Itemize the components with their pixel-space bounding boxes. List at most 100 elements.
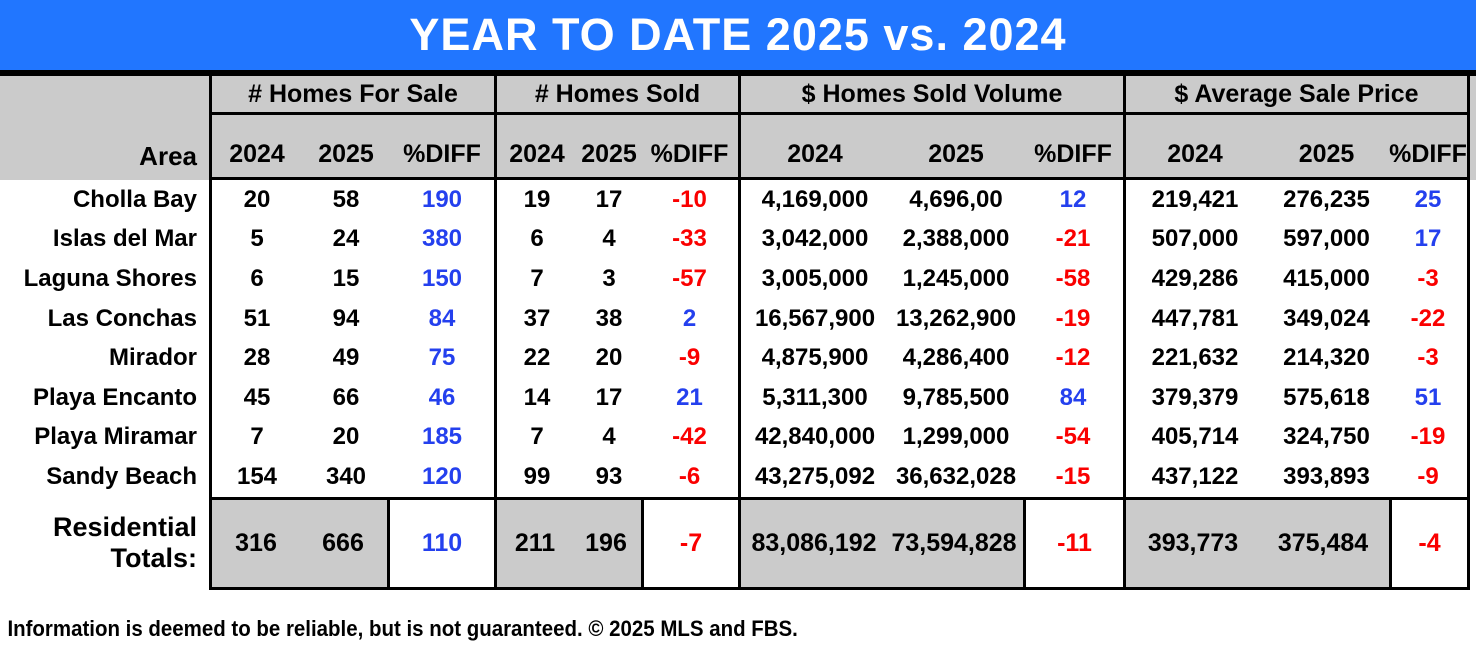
- homes-sold-cells: 99 93 -6: [494, 457, 738, 497]
- hfs-diff-value: 190: [421, 185, 463, 213]
- sold-volume-cells: 4,169,000 4,696,00 12: [738, 180, 1123, 220]
- table-header: Area # Homes For Sale 2024 2025 %DIFF # …: [0, 76, 1476, 180]
- homes-sold-cells: 37 38 2: [494, 298, 738, 339]
- totals-hs-diff-box: -7: [641, 496, 738, 590]
- avg-2025-value: 575,618: [1283, 383, 1370, 411]
- totals-hs-years-box: 211 196: [494, 496, 641, 590]
- totals-row: Residential Totals: 316 666 110 211 196 …: [0, 496, 1476, 590]
- avg-price-cells: 429,286 415,000 -3: [1123, 259, 1470, 299]
- vol-2024-value: 42,840,000: [754, 423, 876, 451]
- homes-for-sale-cells: 154 340 120: [209, 457, 494, 497]
- group-label-homes-for-sale: # Homes For Sale: [212, 76, 494, 115]
- group-label-homes-sold: # Homes Sold: [497, 76, 738, 115]
- vol-2025-value: 4,286,400: [902, 344, 1010, 372]
- vol-2025-value: 1,299,000: [902, 423, 1010, 451]
- hfs-diff-value: 84: [428, 304, 456, 332]
- vol-2025-value: 2,388,000: [902, 225, 1010, 253]
- subheader-row: 2024 2025 %DIFF: [497, 115, 738, 177]
- homes-sold-cells: 7 3 -57: [494, 259, 738, 299]
- homes-for-sale-cells: 45 66 46: [209, 377, 494, 418]
- area-header-label: Area: [139, 141, 197, 171]
- totals-hfs-diff: 110: [421, 528, 463, 557]
- sold-volume-cells: 43,275,092 36,632,028 -15: [738, 457, 1123, 497]
- title-divider: [0, 70, 1476, 76]
- homes-for-sale-cells: 28 49 75: [209, 338, 494, 378]
- hs-2025-value: 17: [595, 185, 623, 213]
- subheader-diff: %DIFF: [403, 140, 481, 168]
- area-name: Las Conchas: [47, 304, 197, 332]
- hfs-2024-value: 6: [250, 264, 264, 292]
- totals-hfs-2025: 666: [322, 528, 364, 557]
- hs-2025-value: 4: [602, 423, 616, 451]
- disclaimer: Information is deemed to be reliable, bu…: [7, 615, 798, 641]
- hs-2025-value: 20: [595, 344, 623, 372]
- vol-2025-value: 1,245,000: [902, 264, 1010, 292]
- hfs-2024-value: 7: [250, 423, 264, 451]
- avg-2025-value: 415,000: [1283, 264, 1370, 292]
- avg-price-cells: 379,379 575,618 51: [1123, 377, 1470, 418]
- table-body: Cholla Bay 20 58 190 19 17 -10 4,169,000…: [0, 180, 1476, 497]
- avg-diff-value: -22: [1410, 304, 1446, 332]
- hfs-2024-value: 45: [243, 383, 271, 411]
- sold-volume-cells: 3,005,000 1,245,000 -58: [738, 259, 1123, 299]
- vol-2024-value: 4,169,000: [761, 185, 869, 213]
- hs-diff-value: -57: [672, 264, 707, 292]
- group-label-sold-volume: $ Homes Sold Volume: [741, 76, 1123, 115]
- totals-avg-years-box: 393,773 375,484: [1123, 496, 1389, 590]
- title-bar: YEAR TO DATE 2025 vs. 2024: [0, 0, 1476, 70]
- hfs-2025-value: 58: [332, 185, 360, 213]
- hfs-2025-value: 340: [325, 462, 367, 490]
- homes-for-sale-cells: 20 58 190: [209, 180, 494, 220]
- header-group-homes-for-sale: # Homes For Sale 2024 2025 %DIFF: [209, 76, 494, 180]
- table-row: Playa Encanto 45 66 46 14 17 21 5,311,30…: [0, 377, 1476, 418]
- hfs-2025-value: 49: [332, 344, 360, 372]
- avg-price-cells: 507,000 597,000 17: [1123, 219, 1470, 260]
- area-column-header: Area: [0, 76, 209, 180]
- hs-2025-value: 93: [595, 462, 623, 490]
- hs-2024-value: 37: [523, 304, 551, 332]
- totals-avg-2025: 375,484: [1277, 528, 1369, 557]
- area-name: Cholla Bay: [72, 185, 197, 213]
- avg-2025-value: 276,235: [1283, 185, 1370, 213]
- subheader-row: 2024 2025 %DIFF: [741, 115, 1123, 177]
- avg-diff-value: -9: [1417, 462, 1439, 490]
- hs-diff-value: -10: [672, 185, 707, 213]
- totals-hs-2024: 211: [514, 528, 556, 557]
- sold-volume-cells: 4,875,900 4,286,400 -12: [738, 338, 1123, 378]
- vol-2024-value: 43,275,092: [754, 462, 876, 490]
- hfs-diff-value: 120: [421, 462, 463, 490]
- vol-2024-value: 3,005,000: [761, 264, 869, 292]
- vol-2024-value: 5,311,300: [762, 383, 868, 411]
- totals-hs-diff: -7: [679, 528, 703, 557]
- hfs-diff-value: 75: [428, 344, 456, 372]
- avg-price-cells: 219,421 276,235 25: [1123, 180, 1470, 220]
- homes-for-sale-cells: 51 94 84: [209, 298, 494, 339]
- homes-sold-cells: 14 17 21: [494, 377, 738, 418]
- header-group-average-sale-price: $ Average Sale Price 2024 2025 %DIFF: [1123, 76, 1470, 180]
- table-row: Playa Miramar 7 20 185 7 4 -42 42,840,00…: [0, 417, 1476, 458]
- avg-2024-value: 221,632: [1151, 344, 1239, 372]
- vol-2025-value: 36,632,028: [895, 462, 1017, 490]
- page-title: YEAR TO DATE 2025 vs. 2024: [409, 9, 1067, 60]
- header-group-sold-volume: $ Homes Sold Volume 2024 2025 %DIFF: [738, 76, 1123, 180]
- group-label-average-sale-price: $ Average Sale Price: [1126, 76, 1467, 115]
- hfs-2024-value: 20: [243, 185, 271, 213]
- avg-price-cells: 437,122 393,893 -9: [1123, 457, 1470, 497]
- table-row: Las Conchas 51 94 84 37 38 2 16,567,900 …: [0, 298, 1476, 339]
- hfs-2024-value: 5: [250, 225, 264, 253]
- table-row: Sandy Beach 154 340 120 99 93 -6 43,275,…: [0, 457, 1476, 497]
- avg-diff-value: 51: [1414, 383, 1442, 411]
- hs-diff-value: 21: [676, 383, 703, 411]
- subheader-2024: 2024: [229, 140, 285, 168]
- avg-2025-value: 324,750: [1283, 423, 1370, 451]
- sold-volume-cells: 42,840,000 1,299,000 -54: [738, 417, 1123, 458]
- subheader-diff: %DIFF: [1389, 140, 1467, 168]
- hs-2024-value: 19: [523, 185, 551, 213]
- subheader-diff: %DIFF: [650, 140, 729, 168]
- totals-vol-years-box: 83,086,192 73,594,828: [738, 496, 1023, 590]
- hs-diff-value: -6: [678, 462, 701, 490]
- hs-2024-value: 14: [523, 383, 551, 411]
- hfs-diff-value: 185: [421, 423, 463, 451]
- hs-diff-value: -33: [672, 225, 707, 253]
